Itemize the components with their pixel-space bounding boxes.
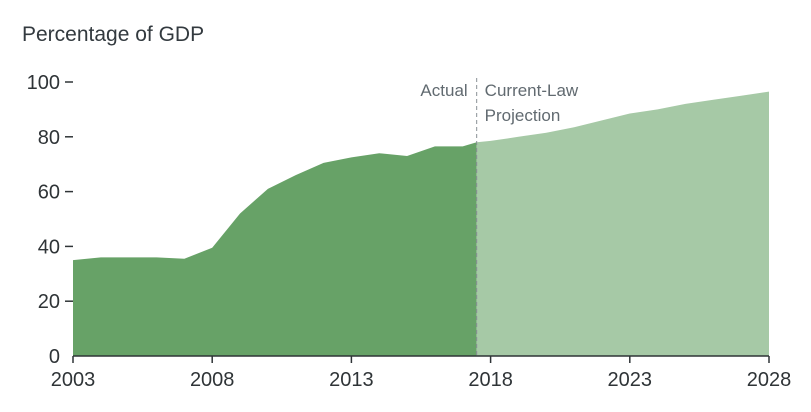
plot-areas — [73, 91, 769, 356]
x-tick-label: 2018 — [468, 369, 513, 391]
x-tick-label: 2023 — [608, 369, 653, 391]
x-axis: 2003 2008 2013 2018 2023 2028 — [51, 356, 792, 391]
area-series-actual — [73, 142, 477, 356]
projection-label-line1: Current-Law — [485, 81, 579, 100]
x-tick-label: 2013 — [329, 369, 374, 391]
x-tick-label: 2028 — [747, 369, 792, 391]
projection-label-line2: Projection — [485, 106, 561, 125]
y-tick-label: 100 — [27, 72, 60, 94]
y-axis: 0 20 40 60 80 100 — [27, 72, 73, 368]
actual-label: Actual — [420, 81, 467, 100]
x-tick-label: 2003 — [51, 369, 96, 391]
x-tick-label: 2008 — [190, 369, 235, 391]
area-series-projection — [476, 91, 769, 356]
y-axis-unit-label: Percentage of GDP — [22, 23, 204, 46]
y-tick-label: 20 — [38, 291, 60, 313]
y-tick-label: 0 — [49, 346, 60, 368]
y-tick-label: 40 — [38, 236, 60, 258]
y-tick-label: 60 — [38, 182, 60, 204]
y-tick-label: 80 — [38, 127, 60, 149]
